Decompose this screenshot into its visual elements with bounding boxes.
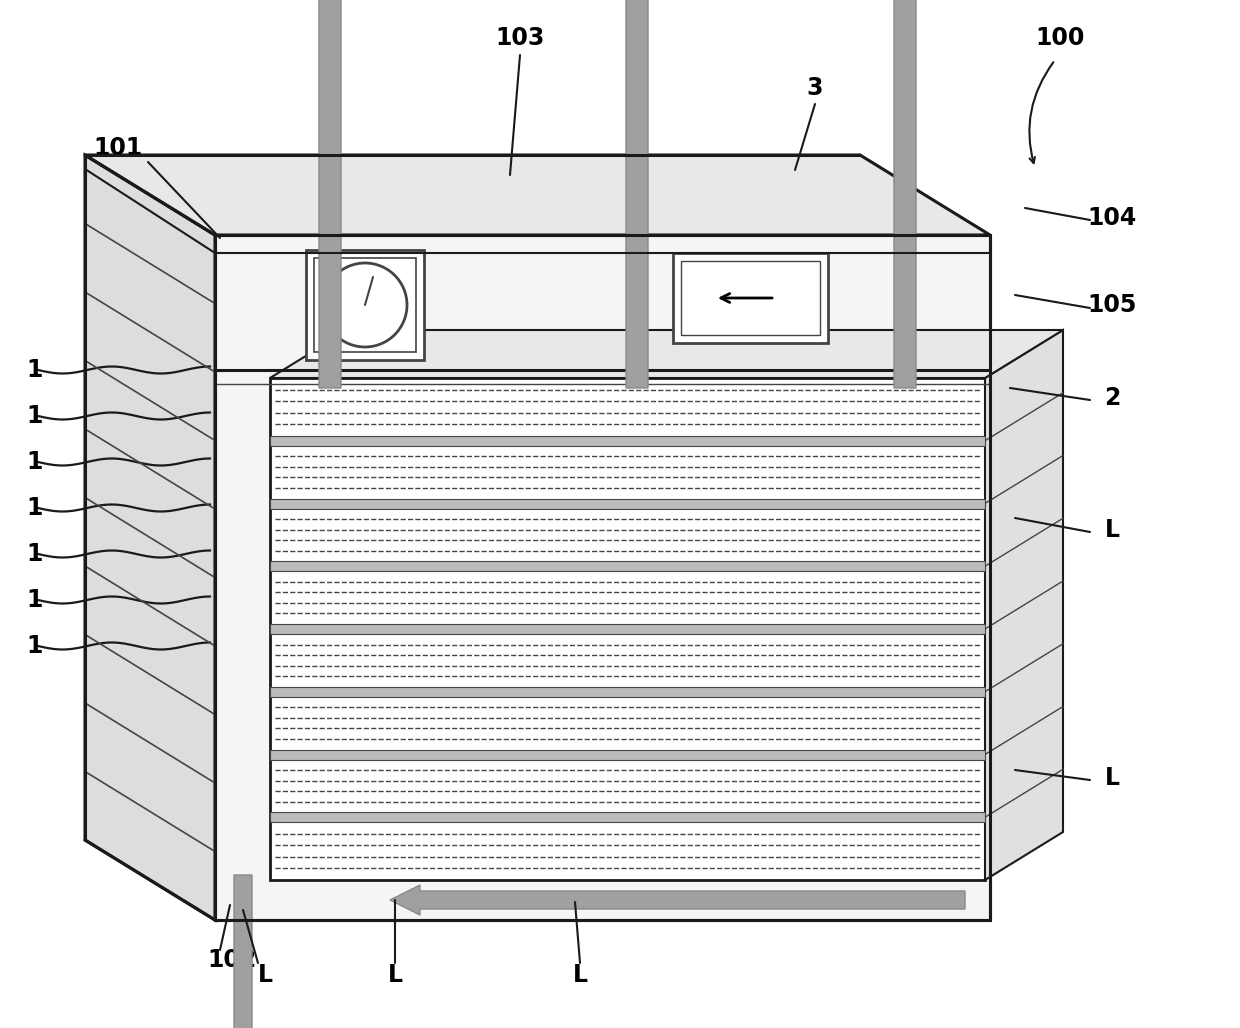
Bar [270, 749, 985, 760]
Text: 2: 2 [1104, 386, 1120, 410]
Text: 100: 100 [1035, 26, 1085, 50]
Text: L: L [387, 963, 403, 987]
Bar [681, 261, 820, 335]
Bar [306, 250, 424, 360]
Bar [270, 378, 985, 880]
Text: 1: 1 [27, 588, 43, 612]
Polygon shape [215, 235, 990, 920]
Bar [270, 687, 985, 697]
FancyArrow shape [887, 0, 924, 388]
Text: L: L [258, 963, 273, 987]
Polygon shape [985, 330, 1063, 880]
Polygon shape [270, 330, 1063, 378]
Bar [270, 499, 985, 509]
Text: L: L [1105, 766, 1120, 790]
Text: 3: 3 [807, 76, 823, 100]
Text: 105: 105 [1087, 293, 1137, 317]
Text: 1: 1 [27, 450, 43, 474]
Text: 101: 101 [93, 136, 143, 160]
Text: 102: 102 [207, 948, 257, 972]
Polygon shape [86, 155, 215, 920]
Text: 1: 1 [27, 542, 43, 566]
Text: 1: 1 [27, 634, 43, 658]
Text: 103: 103 [495, 26, 544, 50]
Text: 1: 1 [27, 495, 43, 520]
Text: 1: 1 [27, 404, 43, 428]
FancyArrow shape [226, 875, 260, 1028]
Bar [673, 253, 828, 343]
Text: 104: 104 [1087, 206, 1137, 230]
Bar [270, 812, 985, 822]
Text: 1: 1 [27, 358, 43, 382]
FancyArrow shape [618, 0, 656, 388]
Polygon shape [86, 155, 990, 235]
FancyArrow shape [391, 885, 965, 915]
Bar [270, 561, 985, 572]
FancyArrow shape [311, 0, 348, 388]
Bar [270, 624, 985, 634]
Bar [270, 436, 985, 446]
Text: L: L [1105, 518, 1120, 542]
Bar [314, 258, 415, 352]
Text: L: L [573, 963, 588, 987]
